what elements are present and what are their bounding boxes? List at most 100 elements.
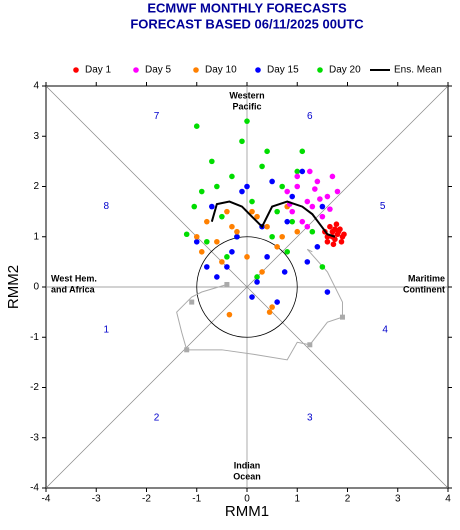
region-label: and Africa [51, 284, 96, 294]
x-tick-label: 2 [345, 494, 351, 505]
point [284, 218, 291, 225]
phase-label: 1 [104, 324, 110, 335]
legend-label: Day 15 [267, 65, 299, 76]
point [204, 238, 210, 245]
point [244, 254, 250, 260]
point [289, 208, 296, 215]
region-label: Indian [234, 460, 261, 470]
point [266, 309, 273, 315]
point [269, 178, 275, 185]
point [234, 228, 240, 235]
x-tick-label: 1 [294, 494, 300, 505]
point [304, 198, 311, 205]
y-tick-label: -2 [30, 382, 39, 393]
point [269, 304, 275, 310]
point [317, 196, 323, 202]
point [334, 188, 341, 195]
point [299, 148, 306, 155]
point [229, 173, 235, 180]
x-tick-label: -2 [142, 494, 151, 505]
region-label: Continent [403, 284, 445, 294]
x-tick-label: -3 [92, 494, 101, 505]
y-tick-label: 1 [33, 231, 39, 242]
x-tick-label: 0 [244, 494, 250, 505]
y-axis-label: RMM2 [5, 265, 22, 309]
point [309, 228, 316, 235]
region-label: Pacific [232, 101, 261, 111]
observed-marker [224, 281, 230, 287]
phase-label: 7 [154, 111, 160, 122]
point [332, 226, 338, 233]
point [183, 231, 190, 238]
point [274, 244, 280, 250]
x-tick-label: -4 [42, 494, 51, 505]
point [314, 244, 321, 250]
observed-marker [184, 347, 190, 353]
point [274, 299, 280, 305]
point [204, 264, 210, 270]
x-tick-label: 4 [445, 494, 451, 505]
point [327, 206, 333, 212]
point [307, 168, 313, 175]
legend-marker [317, 67, 323, 73]
y-tick-label: -4 [30, 483, 39, 494]
unit-circle [196, 236, 298, 338]
point [224, 208, 230, 215]
point [319, 213, 326, 220]
point [204, 218, 210, 225]
point [191, 203, 198, 210]
point [219, 259, 225, 265]
region-label: Maritime [408, 273, 445, 283]
y-tick-label: 2 [33, 181, 39, 192]
point [294, 168, 301, 175]
point [224, 264, 230, 270]
point [319, 203, 326, 210]
point [226, 311, 233, 318]
point [284, 188, 291, 195]
point [249, 198, 255, 205]
point [327, 223, 333, 230]
point [279, 183, 285, 190]
point [329, 173, 336, 180]
point [244, 118, 250, 124]
point [314, 178, 321, 185]
point [338, 238, 345, 245]
legend-label: Ens. Mean [394, 65, 442, 76]
legend-label: Day 5 [145, 65, 172, 76]
point [304, 223, 311, 230]
region-label: Western [229, 90, 264, 100]
region-label: Ocean [233, 471, 261, 481]
point [229, 249, 235, 255]
point [312, 186, 318, 192]
legend-label: Day 10 [205, 65, 237, 76]
phase-label: 3 [307, 412, 313, 423]
point [234, 233, 240, 240]
point [209, 203, 215, 210]
point [289, 193, 296, 200]
chart-title: ECMWF MONTHLY FORECASTS [147, 0, 347, 15]
legend-marker [255, 67, 261, 73]
y-tick-label: -3 [30, 432, 39, 443]
phase-label: 6 [307, 111, 313, 122]
region-label: West Hem. [51, 273, 97, 283]
point [324, 289, 331, 295]
legend-marker [193, 67, 199, 73]
point [193, 238, 200, 245]
phase-label: 8 [104, 201, 110, 212]
point [264, 223, 270, 230]
point [224, 254, 230, 260]
point [264, 148, 270, 155]
point [324, 238, 331, 245]
point [198, 249, 205, 255]
point [264, 254, 270, 260]
legend-label: Day 1 [85, 65, 112, 76]
legend-marker [133, 67, 139, 73]
point [193, 123, 200, 129]
point [244, 183, 250, 190]
point [214, 238, 220, 245]
point [294, 183, 301, 190]
point [193, 233, 200, 240]
point [304, 259, 311, 265]
point [289, 218, 296, 225]
